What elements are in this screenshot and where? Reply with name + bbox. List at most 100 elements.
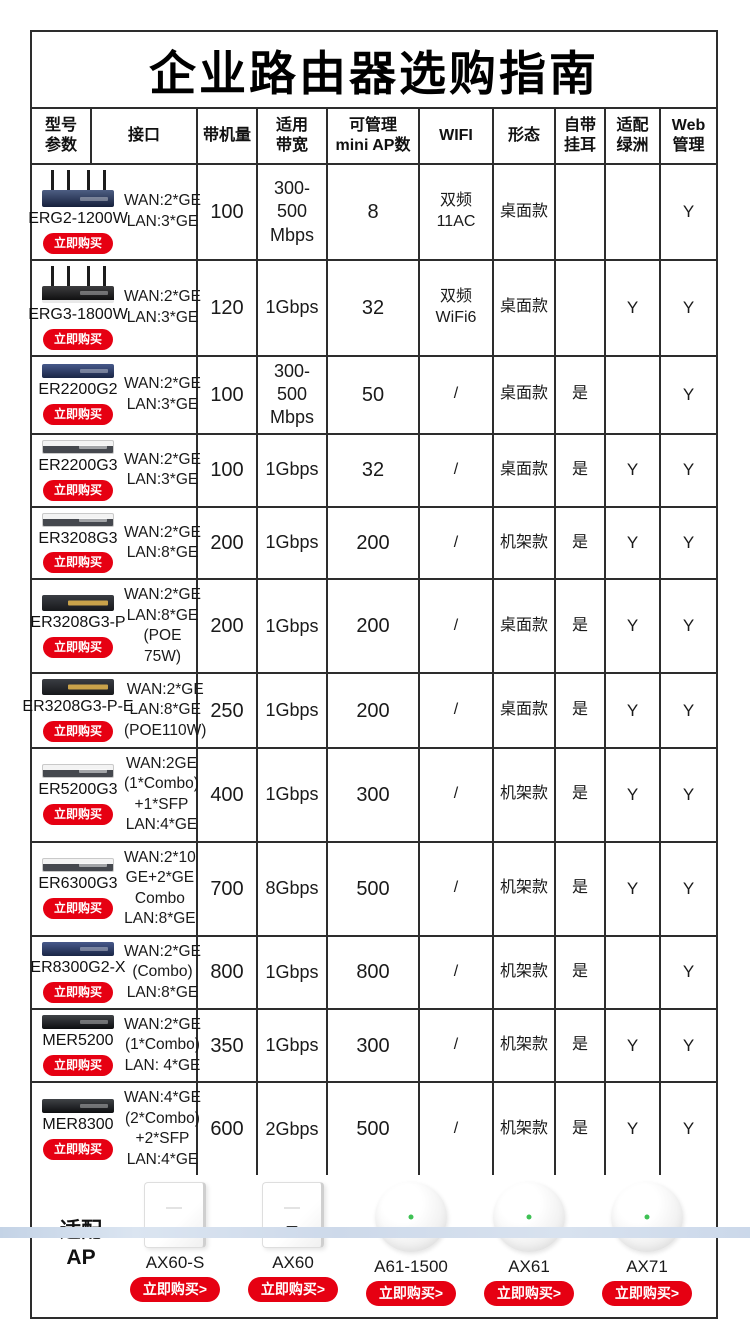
- buy-now-button[interactable]: 立即购买: [42, 804, 113, 826]
- ap-buy-now-button[interactable]: 立即购买>: [483, 1281, 575, 1307]
- buy-now-button[interactable]: 立即购买: [42, 328, 113, 350]
- table-row: ER3208G3-P-E 立即购买 WAN:2*GE LAN:8*GE (POE…: [22, 674, 716, 749]
- buy-now-button[interactable]: 立即购买: [42, 1138, 113, 1160]
- cell-bandwidth: 1Gbps: [258, 748, 328, 841]
- cell-oasis: Y: [606, 580, 661, 673]
- cell-wifi: 双频 11AC: [420, 165, 494, 259]
- ap-buy-now-button[interactable]: 立即购买>: [247, 1277, 339, 1303]
- product-block: ER6300G3 立即购买: [32, 858, 124, 920]
- model-name: ER6300G3: [38, 875, 118, 893]
- model-name: MER8300: [42, 1115, 114, 1133]
- cell-capacity: 100: [198, 165, 258, 259]
- cell-form-factor: 桌面款: [494, 356, 556, 433]
- cell-web-mgmt: Y: [682, 201, 695, 221]
- table-row: ER3208G3 立即购买 WAN:2*GE LAN:8*GE 200 1Gbp…: [32, 507, 716, 581]
- cell-ap-count: 32: [328, 434, 420, 506]
- buy-now-button[interactable]: 立即购买: [42, 232, 113, 254]
- cell-interface: WAN:2*GE LAN:8*GE (POE110W): [124, 680, 207, 739]
- column-header: Web 管理: [671, 117, 706, 154]
- buy-now-button[interactable]: 立即购买: [42, 898, 113, 920]
- cell-wifi: /: [420, 434, 494, 506]
- table-row: ER8300G2-X 立即购买 WAN:2*GE (Combo) LAN:8*G…: [30, 936, 716, 1010]
- router-image: [38, 764, 118, 779]
- buy-now-button[interactable]: 立即购买: [42, 404, 113, 426]
- cell-mount-ears: 是: [556, 356, 606, 433]
- buy-now-button[interactable]: 立即购买: [42, 552, 113, 574]
- cell-capacity: 100: [198, 434, 258, 506]
- cell-oasis: Y: [606, 1083, 661, 1176]
- buy-now-button[interactable]: 立即购买: [42, 720, 113, 742]
- cell-ap-count: 8: [328, 165, 420, 259]
- cell-capacity: 350: [198, 1009, 258, 1082]
- buy-now-button[interactable]: 立即购买: [42, 981, 113, 1003]
- product-block: ERG2-1200W 立即购买: [28, 170, 128, 254]
- cell-wifi: 双频 WiFi6: [420, 260, 494, 355]
- column-header: 带机量: [198, 109, 258, 163]
- cell-form-factor: 机架款: [494, 507, 556, 579]
- footer-band: [0, 1227, 750, 1238]
- cell-web-mgmt: Y: [682, 878, 695, 898]
- cell-mount-ears: 是: [556, 1009, 606, 1082]
- page: { "page": { "title": "企业路由器选购指南" }, "col…: [0, 0, 750, 1238]
- cell-form-factor: 桌面款: [494, 580, 556, 673]
- cell-bandwidth: 1Gbps: [258, 260, 328, 355]
- cell-model-and-interface: ER8300G2-X 立即购买 WAN:2*GE (Combo) LAN:8*G…: [30, 936, 201, 1008]
- router-body-shape: [42, 594, 114, 611]
- cell-ap-count: 32: [328, 260, 420, 355]
- router-image: [38, 170, 118, 207]
- ap-buy-now-button[interactable]: 立即购买>: [601, 1281, 693, 1307]
- ap-name: AX60: [272, 1253, 314, 1273]
- model-name: ERG2-1200W: [28, 210, 128, 227]
- cell-form-factor: 机架款: [494, 748, 556, 841]
- cell-bandwidth: 1Gbps: [258, 580, 328, 673]
- cell-bandwidth: 300-500 Mbps: [258, 356, 328, 433]
- table-header-row: 型号 参数 接口 带机量 适用 带宽 可管理 mini AP数 WIFI 形态 …: [32, 109, 716, 165]
- buy-now-button[interactable]: 立即购买: [42, 1055, 113, 1077]
- ap-name: AX60-S: [145, 1253, 205, 1273]
- ap-buy-now-button[interactable]: 立即购买>: [365, 1281, 457, 1307]
- router-image: [38, 594, 118, 611]
- cell-capacity: 100: [198, 356, 258, 433]
- cell-model-and-interface: ER6300G3 立即购买 WAN:2*10 GE+2*GE Combo LAN…: [32, 842, 198, 935]
- cell-ap-count: 300: [328, 748, 420, 841]
- cell-model-and-interface: MER8300 立即购买 WAN:4*GE (2*Combo) +2*SFP L…: [32, 1083, 201, 1176]
- model-name: ER3208G3: [38, 529, 118, 547]
- ap-items: AX60-S 立即购买> AX60 立即购买> A61-1500 立即购买>: [116, 1182, 706, 1307]
- cell-mount-ears: [556, 165, 606, 259]
- cell-bandwidth: 1Gbps: [258, 674, 328, 747]
- ap-image: [493, 1182, 565, 1253]
- cell-model-and-interface: ER3208G3-P 立即购买 WAN:2*GE LAN:8*GE (POE 7…: [30, 580, 201, 673]
- cell-mount-ears: 是: [556, 507, 606, 579]
- cell-model-and-interface: ER2200G2 立即购买 WAN:2*GE LAN:3*GE: [32, 356, 201, 433]
- table-row: MER5200 立即购买 WAN:2*GE (1*Combo) LAN: 4*G…: [32, 1009, 716, 1084]
- cell-oasis: [606, 356, 661, 433]
- router-body-shape: [42, 512, 114, 527]
- title-box: 企业路由器选购指南: [32, 32, 716, 109]
- cell-bandwidth: 1Gbps: [258, 434, 328, 506]
- router-image: [38, 1015, 118, 1030]
- cell-web-mgmt: Y: [682, 784, 695, 804]
- router-image: [38, 512, 118, 527]
- cell-bandwidth: 1Gbps: [258, 1009, 328, 1082]
- cell-mount-ears: 是: [556, 842, 606, 935]
- cell-wifi: /: [420, 842, 494, 935]
- table-row: ER5200G3 立即购买 WAN:2GE (1*Combo) +1*SFP L…: [32, 748, 716, 843]
- ap-buy-now-button[interactable]: 立即购买>: [129, 1277, 221, 1303]
- cell-oasis: Y: [606, 507, 661, 579]
- ap-image: [611, 1182, 683, 1253]
- model-name: ER2200G2: [38, 381, 118, 399]
- column-header: 型号 参数: [32, 109, 92, 163]
- router-body-shape: [42, 764, 114, 779]
- cell-wifi: /: [420, 936, 494, 1008]
- buy-now-button[interactable]: 立即购买: [42, 636, 113, 658]
- buy-now-button[interactable]: 立即购买: [42, 479, 113, 501]
- ap-image: [144, 1182, 206, 1249]
- table-row: MER8300 立即购买 WAN:4*GE (2*Combo) +2*SFP L…: [32, 1083, 716, 1176]
- router-body-shape: [42, 1015, 114, 1030]
- product-block: ER2200G2 立即购买: [32, 364, 124, 426]
- router-body-shape: [42, 439, 114, 454]
- cell-form-factor: 机架款: [494, 1083, 556, 1176]
- ap-item: AX61 立即购买>: [470, 1182, 588, 1307]
- cell-form-factor: 桌面款: [494, 165, 556, 259]
- product-block: ER2200G3 立即购买: [32, 439, 124, 501]
